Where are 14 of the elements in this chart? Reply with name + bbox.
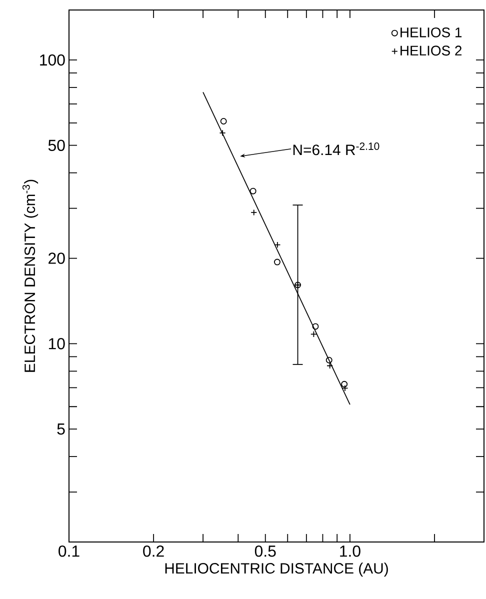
annotation: N=6.14 R$^{-2.10}$ [293, 142, 380, 156]
legend-label: HELIOS 1 [400, 27, 462, 38]
y-tick-label: 100 [40, 54, 65, 66]
y-tick-label: 10 [48, 338, 65, 350]
x-tick-label: 1.0 [340, 546, 360, 557]
y-tick-label: 5 [57, 424, 65, 435]
y-tick-label: 50 [48, 140, 65, 152]
x-tick-label: 0.5 [254, 546, 276, 557]
x-tick-label: 0.2 [143, 546, 164, 557]
y-tick-label: 20 [48, 252, 65, 264]
legend-label: HELIOS 2 [400, 46, 462, 56]
x-axis-title: HELIOCENTRIC DISTANCE (AU) [165, 562, 388, 577]
y-axis-title: ELECTRON DENSITY (cm$^{-3}$) [22, 180, 38, 372]
x-tick-label: 0.1 [58, 546, 80, 557]
